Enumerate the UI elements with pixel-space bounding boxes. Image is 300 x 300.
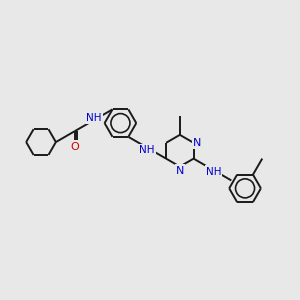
Text: N: N <box>176 166 184 176</box>
Text: NH: NH <box>140 145 155 155</box>
Text: NH: NH <box>206 167 221 176</box>
Text: N: N <box>193 138 202 148</box>
Text: O: O <box>70 142 79 152</box>
Text: NH: NH <box>86 113 101 123</box>
